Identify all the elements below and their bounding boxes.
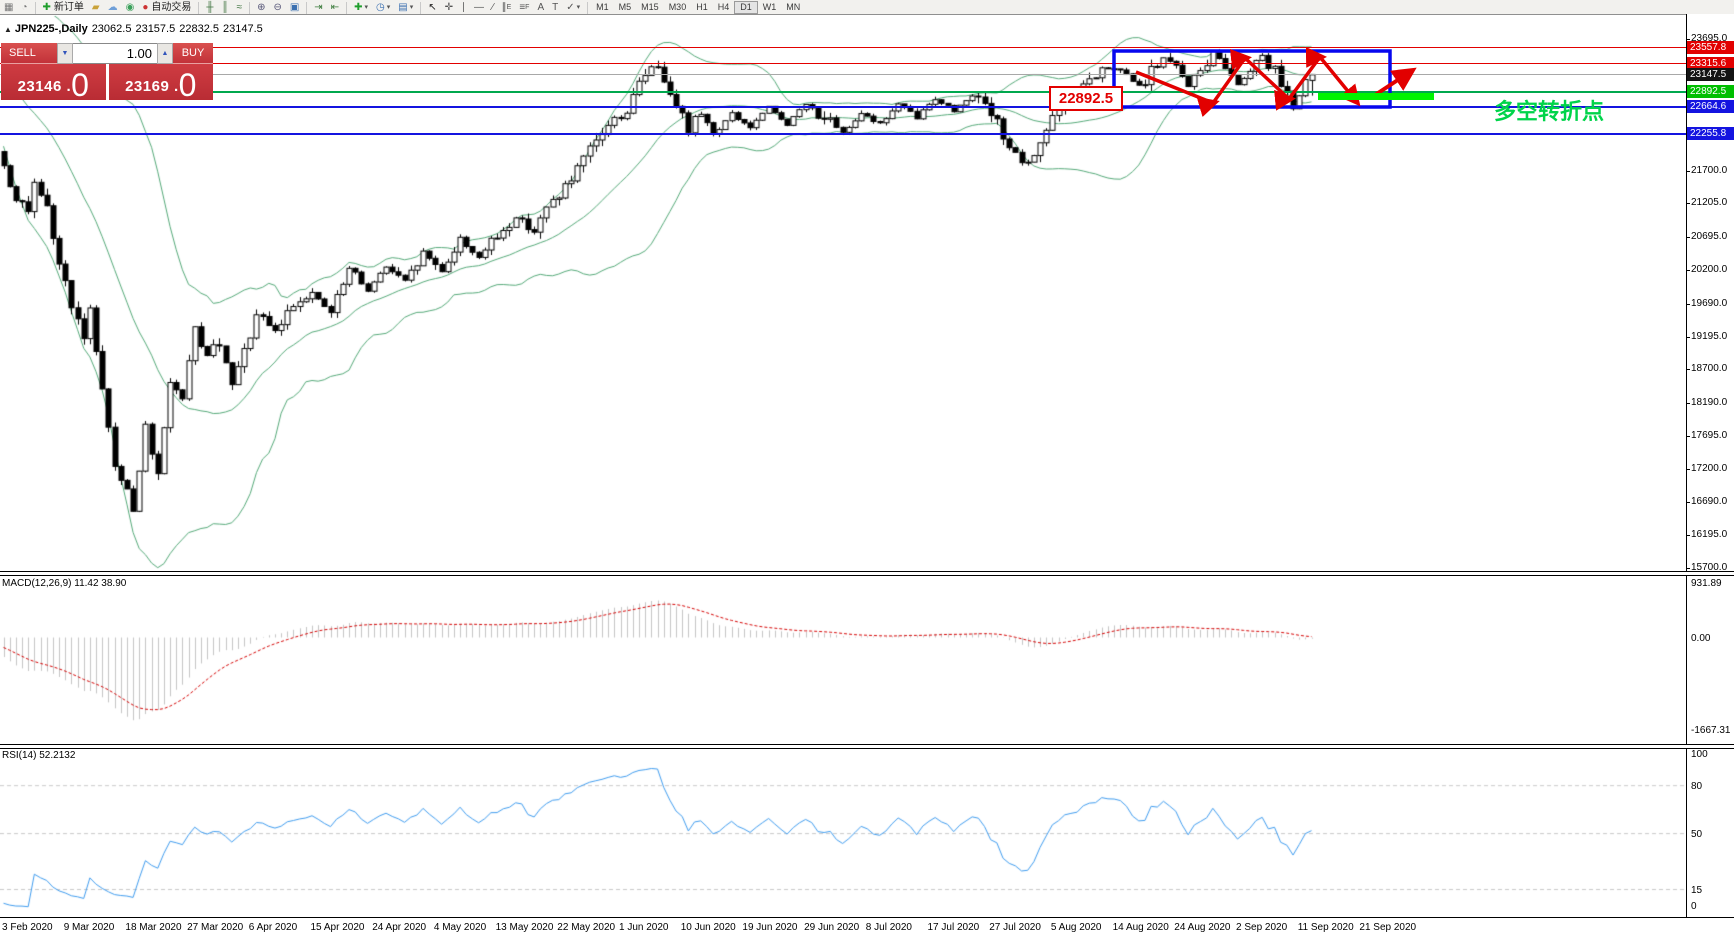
date-label: 11 Sep 2020 [1297, 922, 1354, 933]
price-tick-label: 17200.0 [1691, 462, 1728, 474]
hline-22255.8[interactable] [0, 132, 1686, 135]
price-tickmark [1687, 435, 1690, 437]
macd-axis-label: -1667.31 [1691, 725, 1731, 736]
hline-23315.6[interactable] [0, 63, 1686, 65]
price-tick-label: 16195.0 [1691, 529, 1728, 541]
price-badge-23147.5: 23147.5 [1687, 68, 1734, 82]
rsi-indicator-label: RSI(14) 52.2132 [2, 750, 76, 761]
price-tick-label: 15700.0 [1691, 562, 1728, 573]
price-tickmark [1687, 403, 1690, 405]
hline-23147.5[interactable] [0, 74, 1686, 76]
rsi-axis-label: 50 [1691, 828, 1703, 840]
price-badge-22255.8: 22255.8 [1687, 127, 1734, 141]
annotations-layer [1112, 46, 1434, 118]
hline-22892.5[interactable] [0, 90, 1686, 93]
rsi-axis-label: 100 [1691, 748, 1708, 760]
date-label: 29 Jun 2020 [804, 922, 860, 933]
date-label: 18 Mar 2020 [125, 922, 182, 933]
support-zone-bar-annotation[interactable] [1318, 93, 1434, 100]
price-tickmark [1687, 269, 1690, 271]
price-tick-label: 18190.0 [1691, 397, 1728, 409]
date-label: 14 Aug 2020 [1112, 922, 1169, 933]
buy-price[interactable]: 23169 .0 [108, 64, 213, 101]
macd-axis-label: 0.00 [1691, 632, 1711, 644]
one-click-trade-panel: SELL ▼ ▲ BUY 23146 .0 23169 .0 [1, 43, 213, 101]
chart-title: ▲ JPN225-,Daily 23062.5 23157.5 22832.5 23147… [4, 23, 271, 35]
price-tick-label: 19195.0 [1691, 330, 1728, 342]
price-tickmark [1687, 237, 1690, 239]
lot-size-input[interactable] [73, 43, 157, 64]
rsi-axis-label: 15 [1691, 884, 1703, 896]
zigzag-trend-annotation[interactable] [1135, 46, 1361, 118]
price-tick-label: 21205.0 [1691, 197, 1728, 209]
date-label: 5 Aug 2020 [1050, 922, 1102, 933]
date-label: 4 May 2020 [433, 922, 487, 933]
symbol-period-label: JPN225-,Daily [14, 23, 88, 35]
trade-panel-divider [105, 64, 109, 100]
note-text-annotation[interactable]: 多空转折点 [1494, 99, 1605, 125]
sell-button[interactable]: SELL [1, 43, 57, 64]
price-tick-label: 19690.0 [1691, 297, 1728, 309]
price-tick-label: 23695.0 [1691, 32, 1728, 44]
pane-separator-rsi[interactable] [0, 744, 1734, 749]
date-label: 24 Aug 2020 [1174, 922, 1231, 933]
hline-22664.6[interactable] [0, 105, 1686, 108]
macd-indicator-label: MACD(12,26,9) 11.42 38.90 [2, 578, 127, 589]
price-axis[interactable]: 23695.022195.021700.021205.020695.020200… [1686, 14, 1734, 918]
date-label: 6 Apr 2020 [248, 922, 298, 933]
date-label: 8 Jul 2020 [865, 922, 912, 933]
price-badge-22892.5: 22892.5 [1687, 85, 1734, 99]
date-label: 9 Mar 2020 [63, 922, 115, 933]
lot-decrease-button[interactable]: ▼ [57, 43, 73, 64]
price-badge-23557.8: 23557.8 [1687, 41, 1734, 55]
date-label: 22 May 2020 [557, 922, 616, 933]
date-label: 3 Feb 2020 [2, 922, 53, 933]
price-tickmark [1687, 468, 1690, 470]
date-label: 15 Apr 2020 [310, 922, 365, 933]
rsi-axis-label: 80 [1691, 780, 1703, 792]
price-tickmark [1687, 535, 1690, 537]
lot-increase-button[interactable]: ▲ [157, 43, 173, 64]
price-tickmark [1687, 38, 1690, 40]
macd-axis-label: 931.89 [1691, 577, 1722, 589]
date-label: 19 Jun 2020 [742, 922, 798, 933]
price-badge-22664.6: 22664.6 [1687, 100, 1734, 114]
price-tickmark [1687, 203, 1690, 205]
price-tick-label: 20200.0 [1691, 263, 1728, 275]
rsi-axis-label: 0 [1691, 901, 1697, 912]
ohlc-values: 23062.5 23157.5 22832.5 23147.5 [91, 23, 263, 35]
date-label: 2 Sep 2020 [1236, 922, 1288, 933]
date-axis[interactable]: 3 Feb 2020 9 Mar 2020 18 Mar 2020 27 Mar 20… [0, 918, 1734, 940]
chart-title-icon: ▲ [4, 25, 12, 34]
date-label: 1 Jun 2020 [619, 922, 669, 933]
sell-price[interactable]: 23146 .0 [1, 64, 106, 101]
price-tick-label: 20695.0 [1691, 231, 1728, 243]
pane-separator-macd[interactable] [0, 571, 1734, 576]
chart-canvas[interactable] [0, 0, 1686, 918]
date-label: 21 Sep 2020 [1359, 922, 1417, 933]
price-tick-label: 21700.0 [1691, 164, 1728, 176]
price-badge-23315.6: 23315.6 [1687, 57, 1734, 71]
price-tickmark [1687, 568, 1690, 569]
price-tickmark [1687, 303, 1690, 305]
breakout-arrow-annotation[interactable] [1373, 67, 1417, 97]
price-flag-annotation[interactable]: 22892.5 [1049, 86, 1123, 111]
price-tickmark [1687, 369, 1690, 371]
date-label: 13 May 2020 [495, 922, 554, 933]
price-tick-label: 17695.0 [1691, 429, 1728, 441]
buy-button[interactable]: BUY [173, 43, 213, 64]
price-tick-label: 16690.0 [1691, 496, 1728, 508]
hline-23557.8[interactable] [0, 47, 1686, 49]
date-label: 24 Apr 2020 [372, 922, 427, 933]
date-label: 17 Jul 2020 [927, 922, 980, 933]
date-label: 10 Jun 2020 [680, 922, 736, 933]
price-tick-label: 18700.0 [1691, 363, 1728, 375]
date-label: 27 Jul 2020 [989, 922, 1041, 933]
date-label: 27 Mar 2020 [187, 922, 244, 933]
chart-bottom-border [0, 917, 1734, 918]
price-tickmark [1687, 336, 1690, 338]
price-tickmark [1687, 502, 1690, 504]
price-tickmark [1687, 170, 1690, 172]
